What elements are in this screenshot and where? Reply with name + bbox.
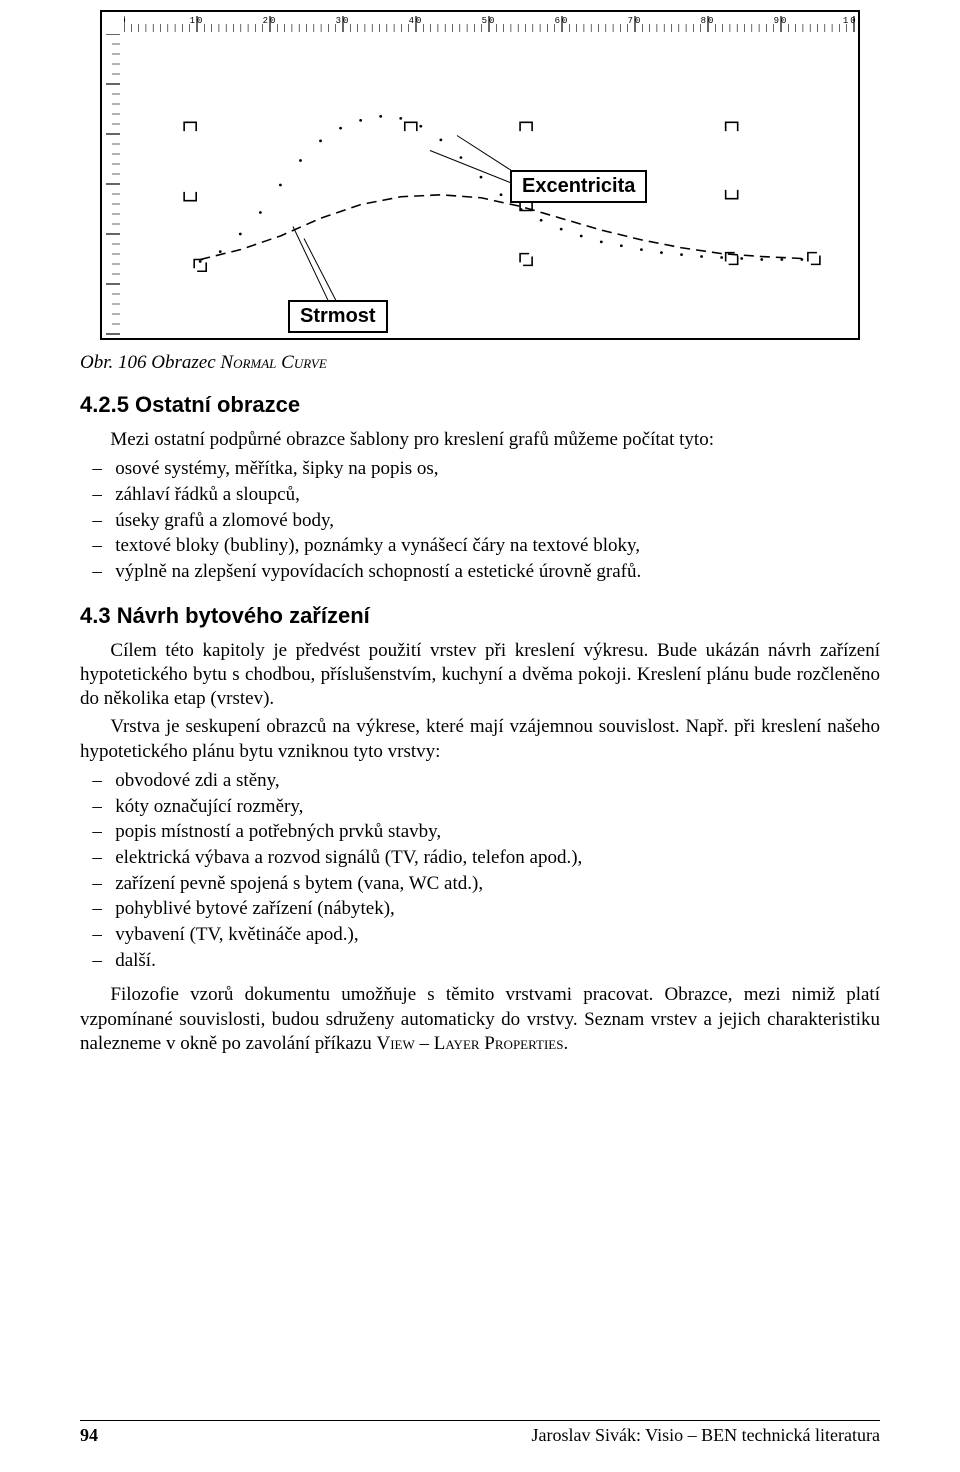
list-item: další. <box>115 948 880 974</box>
command-view-layer-properties: View – Layer Properties <box>377 1033 564 1054</box>
figure-normal-curve: 0 10 20 30 40 50 60 70 80 90 100 Excentricita Strm… <box>100 10 860 340</box>
svg-text:80: 80 <box>701 16 716 26</box>
svg-text:20: 20 <box>263 16 278 26</box>
svg-text:40: 40 <box>409 16 424 26</box>
para-425-intro: Mezi ostatní podpůrné obrazce šablony pr… <box>80 428 880 452</box>
list-item: obvodové zdi a stěny, <box>115 768 880 794</box>
list-item: záhlaví řádků a sloupců, <box>115 482 880 508</box>
para-43-1: Cílem této kapitoly je předvést použití … <box>80 639 880 712</box>
svg-text:90: 90 <box>774 16 789 26</box>
list-item: elektrická výbava a rozvod signálů (TV, … <box>115 845 880 871</box>
page-footer: 94 Jaroslav Sivák: Visio – BEN technická… <box>80 1420 880 1446</box>
svg-text:50: 50 <box>482 16 497 26</box>
heading-4-2-5: 4.2.5 Ostatní obrazce <box>80 392 880 418</box>
list-425: osové systémy, měřítka, šipky na popis o… <box>80 456 880 584</box>
figure-caption-prefix: Obr. 106 Obrazec <box>80 352 220 373</box>
para-43-3-after: . <box>563 1033 568 1054</box>
list-item: pohyblivé bytové zařízení (nábytek), <box>115 896 880 922</box>
svg-text:10: 10 <box>190 16 205 26</box>
svg-text:70: 70 <box>628 16 643 26</box>
list-item: kóty označující rozměry, <box>115 794 880 820</box>
ruler-top: 0 10 20 30 40 50 60 70 80 90 100 <box>124 14 856 34</box>
para-43-2: Vrstva je seskupení obrazců na výkrese, … <box>80 715 880 764</box>
figure-caption: Obr. 106 Obrazec Normal Curve <box>80 352 880 374</box>
figure-caption-name: Normal Curve <box>220 352 326 373</box>
list-item: popis místností a potřebných prvků stavb… <box>115 819 880 845</box>
callout-label-excentricita: Excentricita <box>510 170 647 203</box>
callout-label-strmost: Strmost <box>288 300 388 333</box>
list-item: výplně na zlepšení vypovídacích schopnos… <box>115 559 880 585</box>
para-43-3: Filozofie vzorů dokumentu umožňuje s těm… <box>80 983 880 1056</box>
plot-area: Excentricita Strmost <box>130 38 852 332</box>
list-item: vybavení (TV, květináče apod.), <box>115 922 880 948</box>
footer-text: Jaroslav Sivák: Visio – BEN technická li… <box>531 1425 880 1446</box>
svg-text:30: 30 <box>336 16 351 26</box>
list-item: textové bloky (bubliny), poznámky a vyná… <box>115 533 880 559</box>
svg-text:100: 100 <box>843 16 856 26</box>
list-item: osové systémy, měřítka, šipky na popis o… <box>115 456 880 482</box>
page-number: 94 <box>80 1425 98 1446</box>
list-item: zařízení pevně spojená s bytem (vana, WC… <box>115 871 880 897</box>
list-item: úseky grafů a zlomové body, <box>115 508 880 534</box>
svg-text:0: 0 <box>124 16 128 26</box>
heading-4-3: 4.3 Návrh bytového zařízení <box>80 603 880 629</box>
list-43: obvodové zdi a stěny,kóty označující roz… <box>80 768 880 973</box>
ruler-left <box>104 34 122 336</box>
svg-text:60: 60 <box>555 16 570 26</box>
